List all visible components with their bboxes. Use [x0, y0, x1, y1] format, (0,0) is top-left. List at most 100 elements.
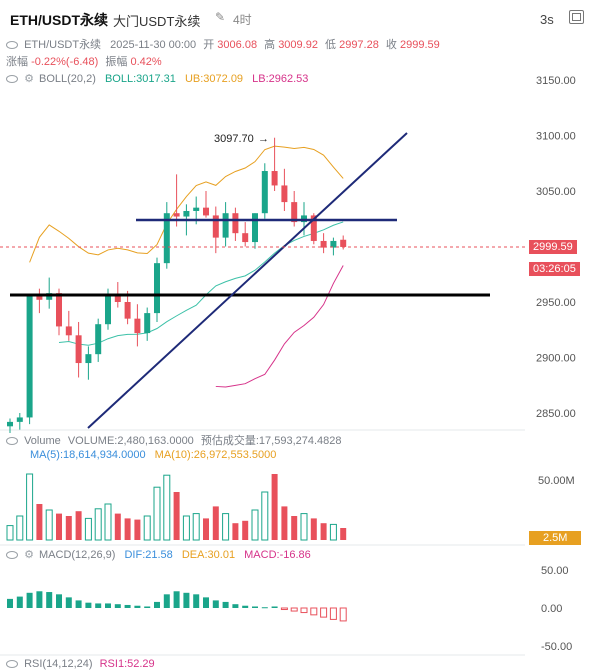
candle-body — [193, 207, 200, 211]
candle-body — [232, 213, 239, 234]
close-label: 收 — [385, 39, 397, 51]
candle-body — [105, 294, 111, 325]
candle-body — [212, 215, 219, 238]
gear-icon[interactable]: ⚙ — [24, 73, 34, 85]
macd-bar — [46, 592, 53, 608]
volume-bar — [84, 517, 92, 541]
macd-name: MACD(12,26,9) — [39, 549, 116, 561]
low-value: 2997.28 — [339, 39, 379, 51]
candle-body — [85, 354, 92, 364]
candle-body — [144, 313, 151, 334]
candle-body — [114, 294, 121, 302]
candle-body — [281, 185, 288, 203]
edit-icon[interactable]: ✎ — [215, 10, 226, 24]
candle-body — [75, 335, 82, 364]
price-tick-label: 3100.00 — [536, 131, 576, 143]
volume-bar — [232, 523, 239, 540]
fullscreen-icon[interactable] — [569, 10, 584, 24]
change-row: 涨幅 -0.22%(-6.48) 振幅 0.42% — [6, 53, 162, 69]
candle-body — [163, 213, 170, 264]
candle-body — [7, 421, 13, 427]
candle-body — [261, 171, 268, 214]
open-label: 开 — [203, 39, 215, 51]
volume-bar — [300, 513, 308, 541]
candle-body — [320, 240, 327, 248]
boll-value: BOLL:3017.31 — [104, 73, 176, 85]
macd-bar — [114, 604, 121, 608]
eye-icon[interactable] — [6, 41, 18, 50]
trend-line[interactable] — [87, 132, 408, 429]
interval-label[interactable]: 4时 — [233, 13, 252, 27]
amp-value: 0.42% — [130, 56, 162, 68]
macd-bar — [261, 607, 268, 609]
volume-estimate: 预估成交量:17,593,274.4828 — [200, 435, 342, 447]
macd-bar — [212, 600, 219, 608]
macd-bar — [75, 600, 82, 608]
volume-bar — [291, 516, 298, 540]
volume-bar — [65, 516, 72, 540]
refresh-speed[interactable]: 3s — [540, 12, 554, 27]
high-marker-arrow: → — [258, 133, 269, 145]
volume-bar — [340, 528, 347, 540]
macd-tick-label: -50.00 — [541, 641, 572, 653]
volume-legend: Volume VOLUME:2,480,163.0000 预估成交量:17,59… — [6, 432, 342, 448]
price-tick-label: 3150.00 — [536, 75, 576, 87]
volume-bar — [153, 486, 161, 541]
macd-bar — [173, 591, 180, 608]
candle-body — [36, 296, 43, 300]
ohlc-row: ETH/USDT永续 2025-11-30 00:00 开 3006.08 高 … — [6, 36, 440, 52]
candle-body — [330, 240, 337, 248]
volume-bar — [182, 515, 190, 541]
volume-bar — [26, 473, 34, 541]
macd-bar — [300, 607, 308, 614]
price-tick-label: 2950.00 — [536, 297, 576, 309]
high-marker-label: 3097.70 — [214, 133, 254, 145]
volume-bar — [163, 474, 171, 541]
high-value: 3009.92 — [278, 39, 318, 51]
price-tick-label: 2900.00 — [536, 353, 576, 365]
volume-bar — [271, 474, 278, 540]
volume-bar — [75, 511, 82, 540]
boll-legend: ⚙ BOLL(20,2) BOLL:3017.31 UB:3072.09 LB:… — [6, 72, 308, 85]
candle-body — [26, 296, 33, 418]
volume-bar — [94, 508, 102, 541]
rsi1-value: RSI1:52.29 — [99, 658, 155, 670]
volume-bar — [320, 523, 327, 540]
volume-bar — [212, 506, 219, 540]
macd-bar — [329, 607, 337, 620]
macd-bar — [252, 606, 258, 608]
volume-bar — [329, 523, 337, 541]
eye-icon[interactable] — [6, 551, 18, 560]
low-label: 低 — [325, 39, 337, 51]
macd-bar — [85, 602, 92, 608]
volume-bar — [173, 492, 180, 540]
volume-bar — [251, 509, 259, 541]
candle-body — [56, 293, 62, 327]
boll-lower-line — [215, 265, 344, 388]
volume-bar — [192, 513, 200, 541]
boll-name: BOLL(20,2) — [39, 73, 96, 85]
macd-tick-label: 50.00 — [541, 565, 569, 577]
candle-body — [242, 233, 249, 243]
candle-body — [340, 239, 347, 247]
gear-icon[interactable]: ⚙ — [24, 549, 34, 561]
symbol-title[interactable]: ETH/USDT永续 — [10, 12, 108, 28]
candle-body — [16, 417, 23, 422]
volume-ma10: MA(10):26,972,553.5000 — [154, 449, 277, 461]
macd-bar — [320, 607, 328, 618]
volume-bar — [281, 506, 288, 540]
volume-bar — [310, 518, 317, 540]
macd-bar — [232, 604, 239, 608]
eye-icon[interactable] — [6, 660, 18, 669]
macd-bar — [242, 605, 249, 608]
macd-bar — [16, 596, 23, 608]
eye-icon[interactable] — [6, 437, 18, 446]
candle-body — [65, 326, 72, 336]
amp-label: 振幅 — [105, 56, 128, 68]
candle-body — [183, 210, 190, 217]
macd-bar — [144, 606, 151, 608]
eye-icon[interactable] — [6, 75, 18, 84]
volume-bar — [242, 520, 249, 540]
macd-bar — [154, 601, 160, 608]
